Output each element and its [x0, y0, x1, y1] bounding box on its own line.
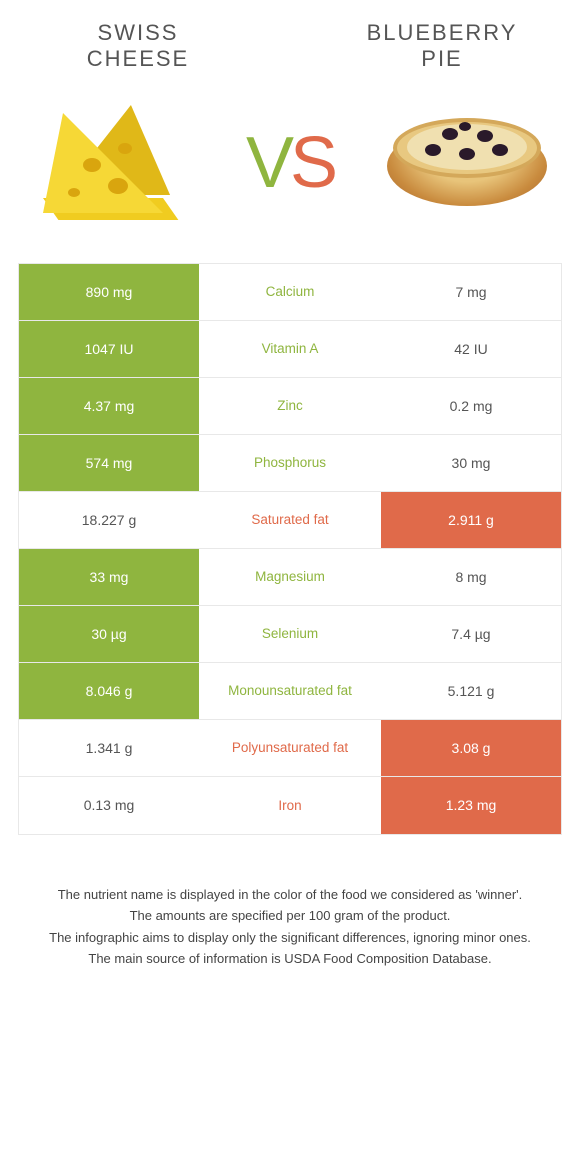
- left-value: 890 mg: [19, 264, 199, 320]
- table-row: 1047 IUVitamin A42 IU: [19, 321, 561, 378]
- vs-v: V: [246, 122, 290, 204]
- nutrient-label: Polyunsaturated fat: [199, 720, 381, 776]
- nutrient-label: Iron: [199, 777, 381, 834]
- left-value: 8.046 g: [19, 663, 199, 719]
- right-food-title-line1: Blueberry: [367, 20, 518, 45]
- table-row: 8.046 gMonounsaturated fat5.121 g: [19, 663, 561, 720]
- pie-icon: [387, 108, 547, 218]
- header: Swiss cheese Blueberry pie: [18, 20, 562, 83]
- nutrient-label: Phosphorus: [199, 435, 381, 491]
- right-value: 7.4 µg: [381, 606, 561, 662]
- table-row: 1.341 gPolyunsaturated fat3.08 g: [19, 720, 561, 777]
- table-row: 0.13 mgIron1.23 mg: [19, 777, 561, 834]
- nutrient-table: 890 mgCalcium7 mg1047 IUVitamin A42 IU4.…: [18, 263, 562, 835]
- nutrient-label: Selenium: [199, 606, 381, 662]
- left-value: 30 µg: [19, 606, 199, 662]
- table-row: 4.37 mgZinc0.2 mg: [19, 378, 561, 435]
- left-food-title-line2: cheese: [87, 46, 189, 71]
- vs-s: S: [290, 122, 334, 204]
- nutrient-label: Zinc: [199, 378, 381, 434]
- table-row: 574 mgPhosphorus30 mg: [19, 435, 561, 492]
- right-food-title-line2: pie: [421, 46, 462, 71]
- left-value: 4.37 mg: [19, 378, 199, 434]
- right-value: 0.2 mg: [381, 378, 561, 434]
- nutrient-label: Vitamin A: [199, 321, 381, 377]
- nutrient-label: Magnesium: [199, 549, 381, 605]
- right-value: 3.08 g: [381, 720, 561, 776]
- left-value: 0.13 mg: [19, 777, 199, 834]
- left-value: 574 mg: [19, 435, 199, 491]
- left-value: 1.341 g: [19, 720, 199, 776]
- footnotes: The nutrient name is displayed in the co…: [18, 835, 562, 969]
- right-value: 5.121 g: [381, 663, 561, 719]
- table-row: 30 µgSelenium7.4 µg: [19, 606, 561, 663]
- left-food-title-line1: Swiss: [98, 20, 179, 45]
- table-row: 890 mgCalcium7 mg: [19, 264, 561, 321]
- left-value: 18.227 g: [19, 492, 199, 548]
- footnote-line: The main source of information is USDA F…: [38, 949, 542, 969]
- right-value: 42 IU: [381, 321, 561, 377]
- footnote-line: The nutrient name is displayed in the co…: [38, 885, 542, 905]
- right-value: 1.23 mg: [381, 777, 561, 834]
- footnote-line: The amounts are specified per 100 gram o…: [38, 906, 542, 926]
- right-value: 7 mg: [381, 264, 561, 320]
- left-food-title: Swiss cheese: [48, 20, 228, 73]
- left-food-image: [28, 93, 198, 233]
- right-food-image: [382, 93, 552, 233]
- nutrient-label: Monounsaturated fat: [199, 663, 381, 719]
- footnote-line: The infographic aims to display only the…: [38, 928, 542, 948]
- nutrient-label: Saturated fat: [199, 492, 381, 548]
- table-row: 18.227 gSaturated fat2.911 g: [19, 492, 561, 549]
- right-value: 2.911 g: [381, 492, 561, 548]
- left-value: 33 mg: [19, 549, 199, 605]
- vs-label: V S: [246, 122, 334, 204]
- table-row: 33 mgMagnesium8 mg: [19, 549, 561, 606]
- right-value: 8 mg: [381, 549, 561, 605]
- cheese-icon: [38, 103, 188, 223]
- hero-row: V S: [18, 83, 562, 263]
- right-food-title: Blueberry pie: [352, 20, 532, 73]
- left-value: 1047 IU: [19, 321, 199, 377]
- right-value: 30 mg: [381, 435, 561, 491]
- nutrient-label: Calcium: [199, 264, 381, 320]
